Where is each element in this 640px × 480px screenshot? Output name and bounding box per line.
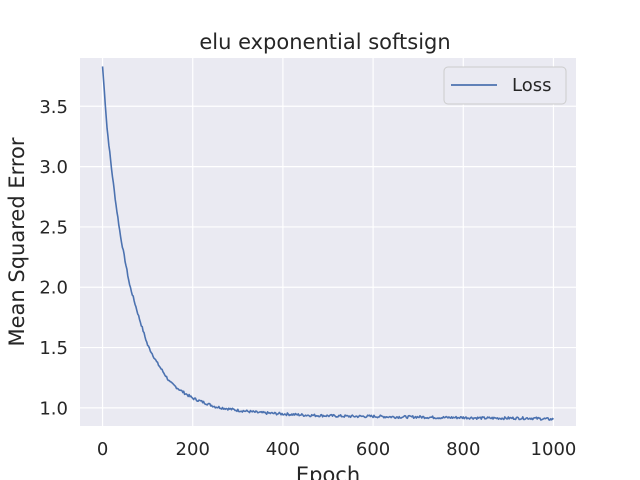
y-tick-label: 2.0: [39, 278, 68, 299]
x-tick-label: 200: [176, 439, 210, 460]
series-line-loss: [101, 66, 554, 421]
legend: Loss: [443, 66, 567, 105]
plot-background: [80, 58, 576, 426]
series-layer: [101, 66, 554, 421]
x-axis-label: Epoch: [296, 463, 360, 480]
y-tick-label: 1.0: [39, 398, 68, 419]
grid-lines: [80, 58, 576, 426]
y-tick-label: 1.5: [39, 338, 68, 359]
x-tick-label: 0: [97, 439, 108, 460]
y-axis-label: Mean Squared Error: [5, 137, 29, 346]
y-tick-label: 2.5: [39, 217, 68, 238]
x-tick-label: 1000: [531, 439, 577, 460]
tick-labels: 0 200 400 600 800 1000 1.0 1.5 2.0 2.5 3.0 3.5: [39, 97, 576, 460]
legend-label: Loss: [512, 75, 551, 96]
y-tick-label: 3.0: [39, 157, 68, 178]
chart-title: elu exponential softsign: [199, 30, 450, 54]
x-tick-label: 800: [446, 439, 480, 460]
y-tick-label: 3.5: [39, 97, 68, 118]
x-tick-label: 400: [266, 439, 300, 460]
legend-box: [443, 66, 567, 105]
x-tick-label: 600: [356, 439, 390, 460]
